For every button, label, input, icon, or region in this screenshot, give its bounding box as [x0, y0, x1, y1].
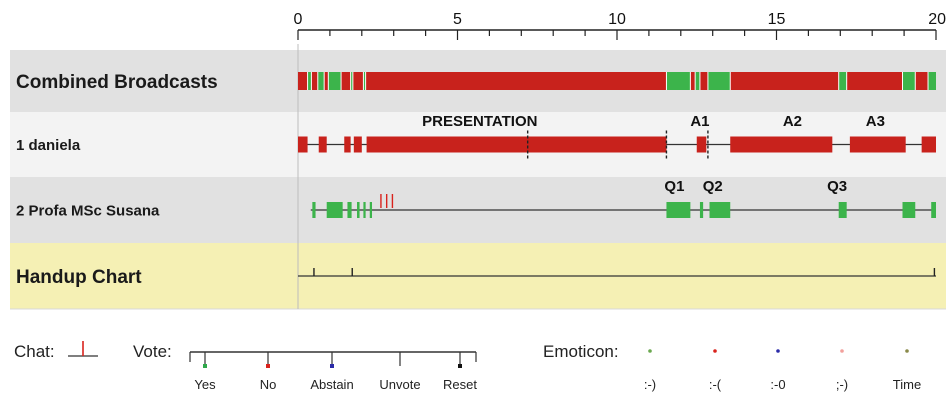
talk-segment-red — [352, 72, 364, 90]
axis-tick-label: 0 — [294, 11, 303, 28]
legend-vote-swatch-no — [266, 364, 270, 368]
legend-emoticon-item-label: :-) — [644, 377, 656, 392]
legend-vote-swatch-yes — [203, 364, 207, 368]
talk-segment-red — [730, 72, 839, 90]
talk-segment-green — [928, 72, 936, 90]
talk-segment-red — [730, 136, 833, 153]
talk-segment-green — [350, 72, 353, 90]
legend-emoticon-item-label: Time — [893, 377, 921, 392]
talk-segment-red — [353, 136, 362, 153]
talk-segment-green — [695, 72, 700, 90]
legend-vote-item-label: No — [260, 377, 277, 392]
talk-segment-red — [324, 72, 329, 90]
talk-segment-green — [666, 202, 691, 218]
axis-tick-label: 10 — [608, 11, 626, 28]
talk-segment-green — [902, 72, 916, 90]
section-label: A3 — [866, 113, 885, 130]
talk-segment-green — [666, 72, 691, 90]
legend-emoticon-label: Emoticon: — [543, 342, 619, 361]
legend-emoticon-item-label: ;-) — [836, 377, 848, 392]
talk-segment-red — [365, 72, 667, 90]
section-label: Q2 — [703, 178, 723, 195]
row-label-handup: Handup Chart — [16, 267, 142, 288]
talk-segment-green — [699, 202, 704, 218]
section-label: Q1 — [664, 178, 684, 195]
talk-segment-red — [318, 136, 327, 153]
legend-emoticon-dot — [840, 349, 844, 353]
talk-segment-red — [344, 136, 351, 153]
row-label-daniela: 1 daniela — [16, 137, 81, 154]
legend-emoticon-item-label: :-( — [709, 377, 722, 392]
legend-vote-item-label: Abstain — [310, 377, 353, 392]
section-label: Q3 — [827, 178, 847, 195]
talk-segment-green — [902, 202, 916, 218]
talk-segment-green — [709, 202, 731, 218]
section-label: A1 — [690, 113, 709, 130]
talk-segment-red — [696, 136, 707, 153]
legend-emoticon-dot — [648, 349, 652, 353]
legend-vote-swatch-abstain — [330, 364, 334, 368]
talk-segment-green — [838, 72, 847, 90]
axis-tick-label: 5 — [453, 11, 462, 28]
talk-segment-green — [328, 72, 342, 90]
legend-emoticon-dot — [905, 349, 909, 353]
legend-emoticon-item-label: :-0 — [770, 377, 785, 392]
talk-segment-red — [846, 72, 903, 90]
section-label: PRESENTATION — [422, 113, 537, 130]
talk-segment-green — [838, 202, 847, 218]
row-label-combined: Combined Broadcasts — [16, 72, 218, 93]
talk-segment-green — [326, 202, 343, 218]
legend-emoticon-dot — [776, 349, 780, 353]
talk-segment-green — [357, 202, 360, 218]
talk-segment-red — [849, 136, 906, 153]
legend-vote-item-label: Reset — [443, 377, 477, 392]
axis-tick-label: 15 — [768, 11, 786, 28]
talk-segment-green — [317, 72, 325, 90]
legend-vote-label: Vote: — [133, 342, 172, 361]
talk-segment-red — [341, 72, 351, 90]
row-label-susana: 2 Profa MSc Susana — [16, 202, 160, 219]
talk-segment-red — [311, 72, 318, 90]
talk-segment-red — [298, 136, 308, 153]
section-label: A2 — [783, 113, 802, 130]
talk-segment-green — [363, 72, 366, 90]
talk-segment-green — [347, 202, 352, 218]
talk-segment-green — [307, 72, 312, 90]
talk-segment-red — [690, 72, 696, 90]
legend-chat-label: Chat: — [14, 342, 55, 361]
legend-emoticon-dot — [713, 349, 717, 353]
legend-vote-item-label: Yes — [194, 377, 216, 392]
talk-segment-red — [366, 136, 667, 153]
legend-vote-swatch-reset — [458, 364, 462, 368]
talk-segment-green — [363, 202, 366, 218]
talk-segment-green — [707, 72, 731, 90]
talk-segment-green — [312, 202, 316, 218]
talk-segment-red — [915, 72, 929, 90]
talk-segment-green — [931, 202, 936, 218]
talk-segment-green — [369, 202, 373, 218]
talk-segment-red — [921, 136, 936, 153]
talk-segment-red — [298, 72, 308, 90]
axis-tick-label: 20 — [928, 11, 946, 28]
talk-segment-red — [699, 72, 708, 90]
legend-vote-item-label: Unvote — [379, 377, 420, 392]
